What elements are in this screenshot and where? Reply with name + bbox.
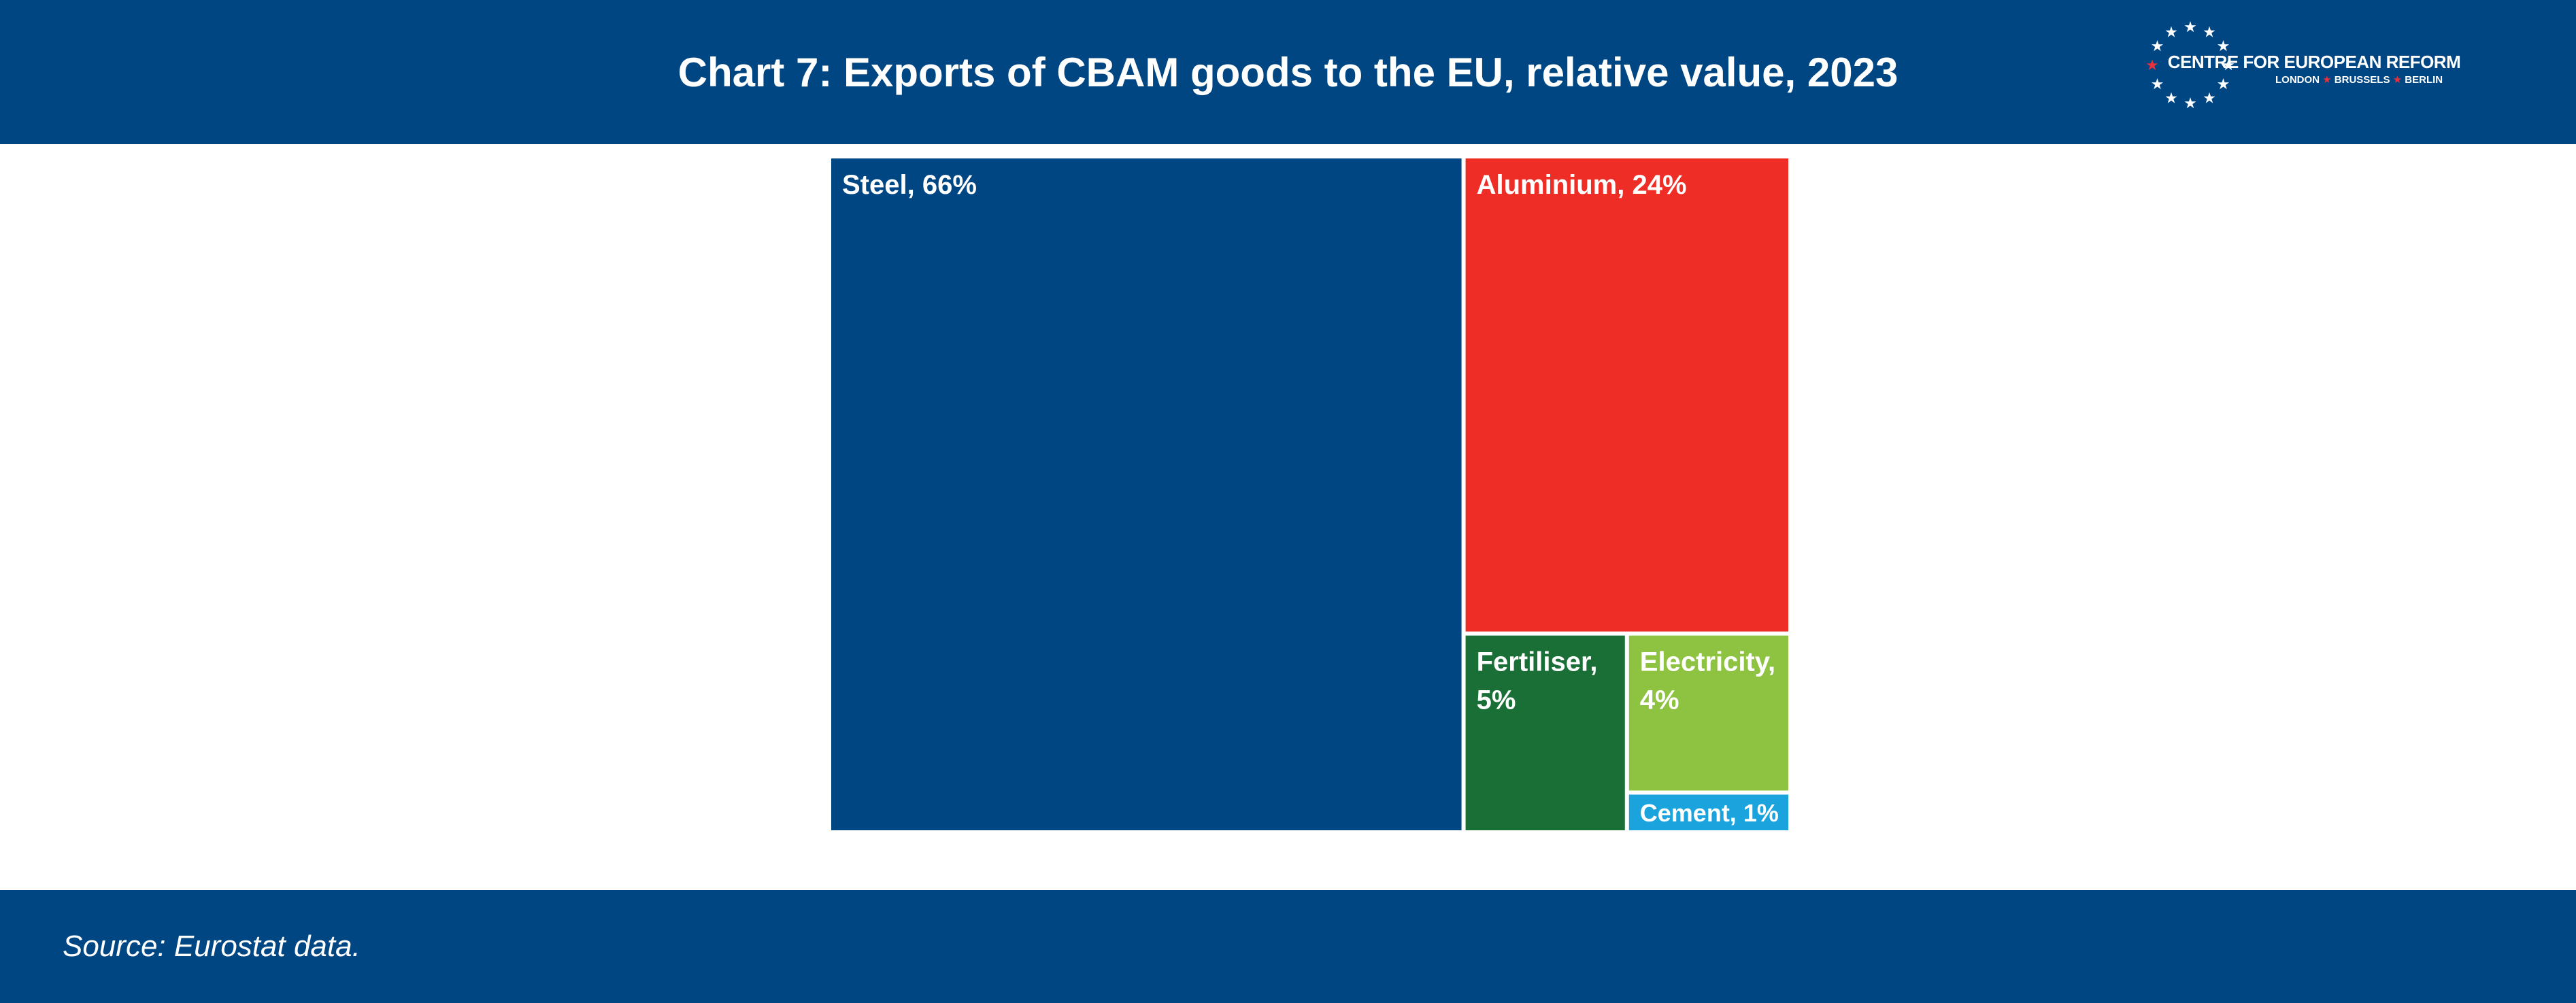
treemap-label-cement: Cement, 1% — [1640, 799, 1779, 827]
logo-star-icon: ★ — [2217, 38, 2230, 55]
logo-name: CENTRE FOR EUROPEAN REFORM — [2167, 52, 2461, 72]
treemap-label-steel: Steel, 66% — [842, 170, 977, 200]
source-note: Source: Eurostat data. — [63, 930, 361, 963]
logo-star-icon: ★ — [2164, 24, 2178, 41]
treemap-tile-fertiliser: Fertiliser, 5% — [1465, 635, 1625, 830]
logo-star-icon: ★ — [2203, 90, 2216, 107]
treemap-chart: Steel, 66% Aluminium, 24% Fertiliser, 5% Ele… — [831, 158, 1788, 830]
chart-title: Chart 7: Exports of CBAM goods to the EU… — [678, 49, 1898, 95]
treemap-tile-aluminium: Aluminium, 24% — [1465, 158, 1788, 632]
red-star-icon: ★ — [2322, 74, 2335, 86]
logo-star-icon: ★ — [2164, 90, 2178, 107]
logo-star-icon: ★ — [2217, 76, 2230, 93]
treemap-label-aluminium: Aluminium, 24% — [1477, 170, 1687, 200]
treemap-rect-fertiliser — [1465, 635, 1625, 830]
logo-star-icon: ★ — [2222, 57, 2235, 74]
logo-star-icon: ★ — [2151, 76, 2164, 93]
treemap-tile-electricity: Electricity, 4% — [1628, 635, 1788, 791]
treemap-rect-steel — [831, 158, 1462, 830]
footer-bar: Source: Eurostat data. — [0, 890, 2576, 1003]
cer-logo: ★ ★ ★ ★ ★ ★ ★ ★ ★ ★ ★ ★ CENTRE FOR EUROPEAN REFORM … — [2143, 14, 2462, 116]
logo-star-icon: ★ — [2145, 57, 2159, 74]
chart-area: Steel, 66% Aluminium, 24% Fertiliser, 5% Ele… — [0, 144, 2576, 890]
logo-star-icon: ★ — [2184, 19, 2197, 36]
logo-cities: LONDON ★ BRUSSELS ★ BERLIN — [2275, 73, 2443, 86]
logo-city-london: LONDON — [2275, 74, 2320, 86]
logo-star-icon: ★ — [2184, 95, 2197, 112]
treemap-rect-aluminium — [1465, 158, 1788, 632]
treemap-tile-steel: Steel, 66% — [831, 158, 1462, 830]
treemap-rect-electricity — [1628, 635, 1788, 791]
star-ring-icon: ★ ★★★★★★★★★★★ — [2145, 19, 2235, 112]
red-star-icon: ★ — [2392, 74, 2405, 86]
logo-city-berlin: BERLIN — [2405, 74, 2443, 86]
logo-star-icon: ★ — [2151, 38, 2164, 55]
treemap-label-fertiliser: Fertiliser, 5% — [1477, 647, 1598, 715]
treemap-tile-cement: Cement, 1% — [1628, 794, 1788, 830]
treemap-rect-cement — [1628, 794, 1788, 830]
logo-city-brussels: BRUSSELS — [2334, 74, 2390, 86]
logo-star-icon: ★ — [2203, 24, 2216, 41]
header-bar: Chart 7: Exports of CBAM goods to the EU… — [0, 0, 2576, 144]
treemap-label-electricity: Electricity, 4% — [1640, 647, 1775, 715]
